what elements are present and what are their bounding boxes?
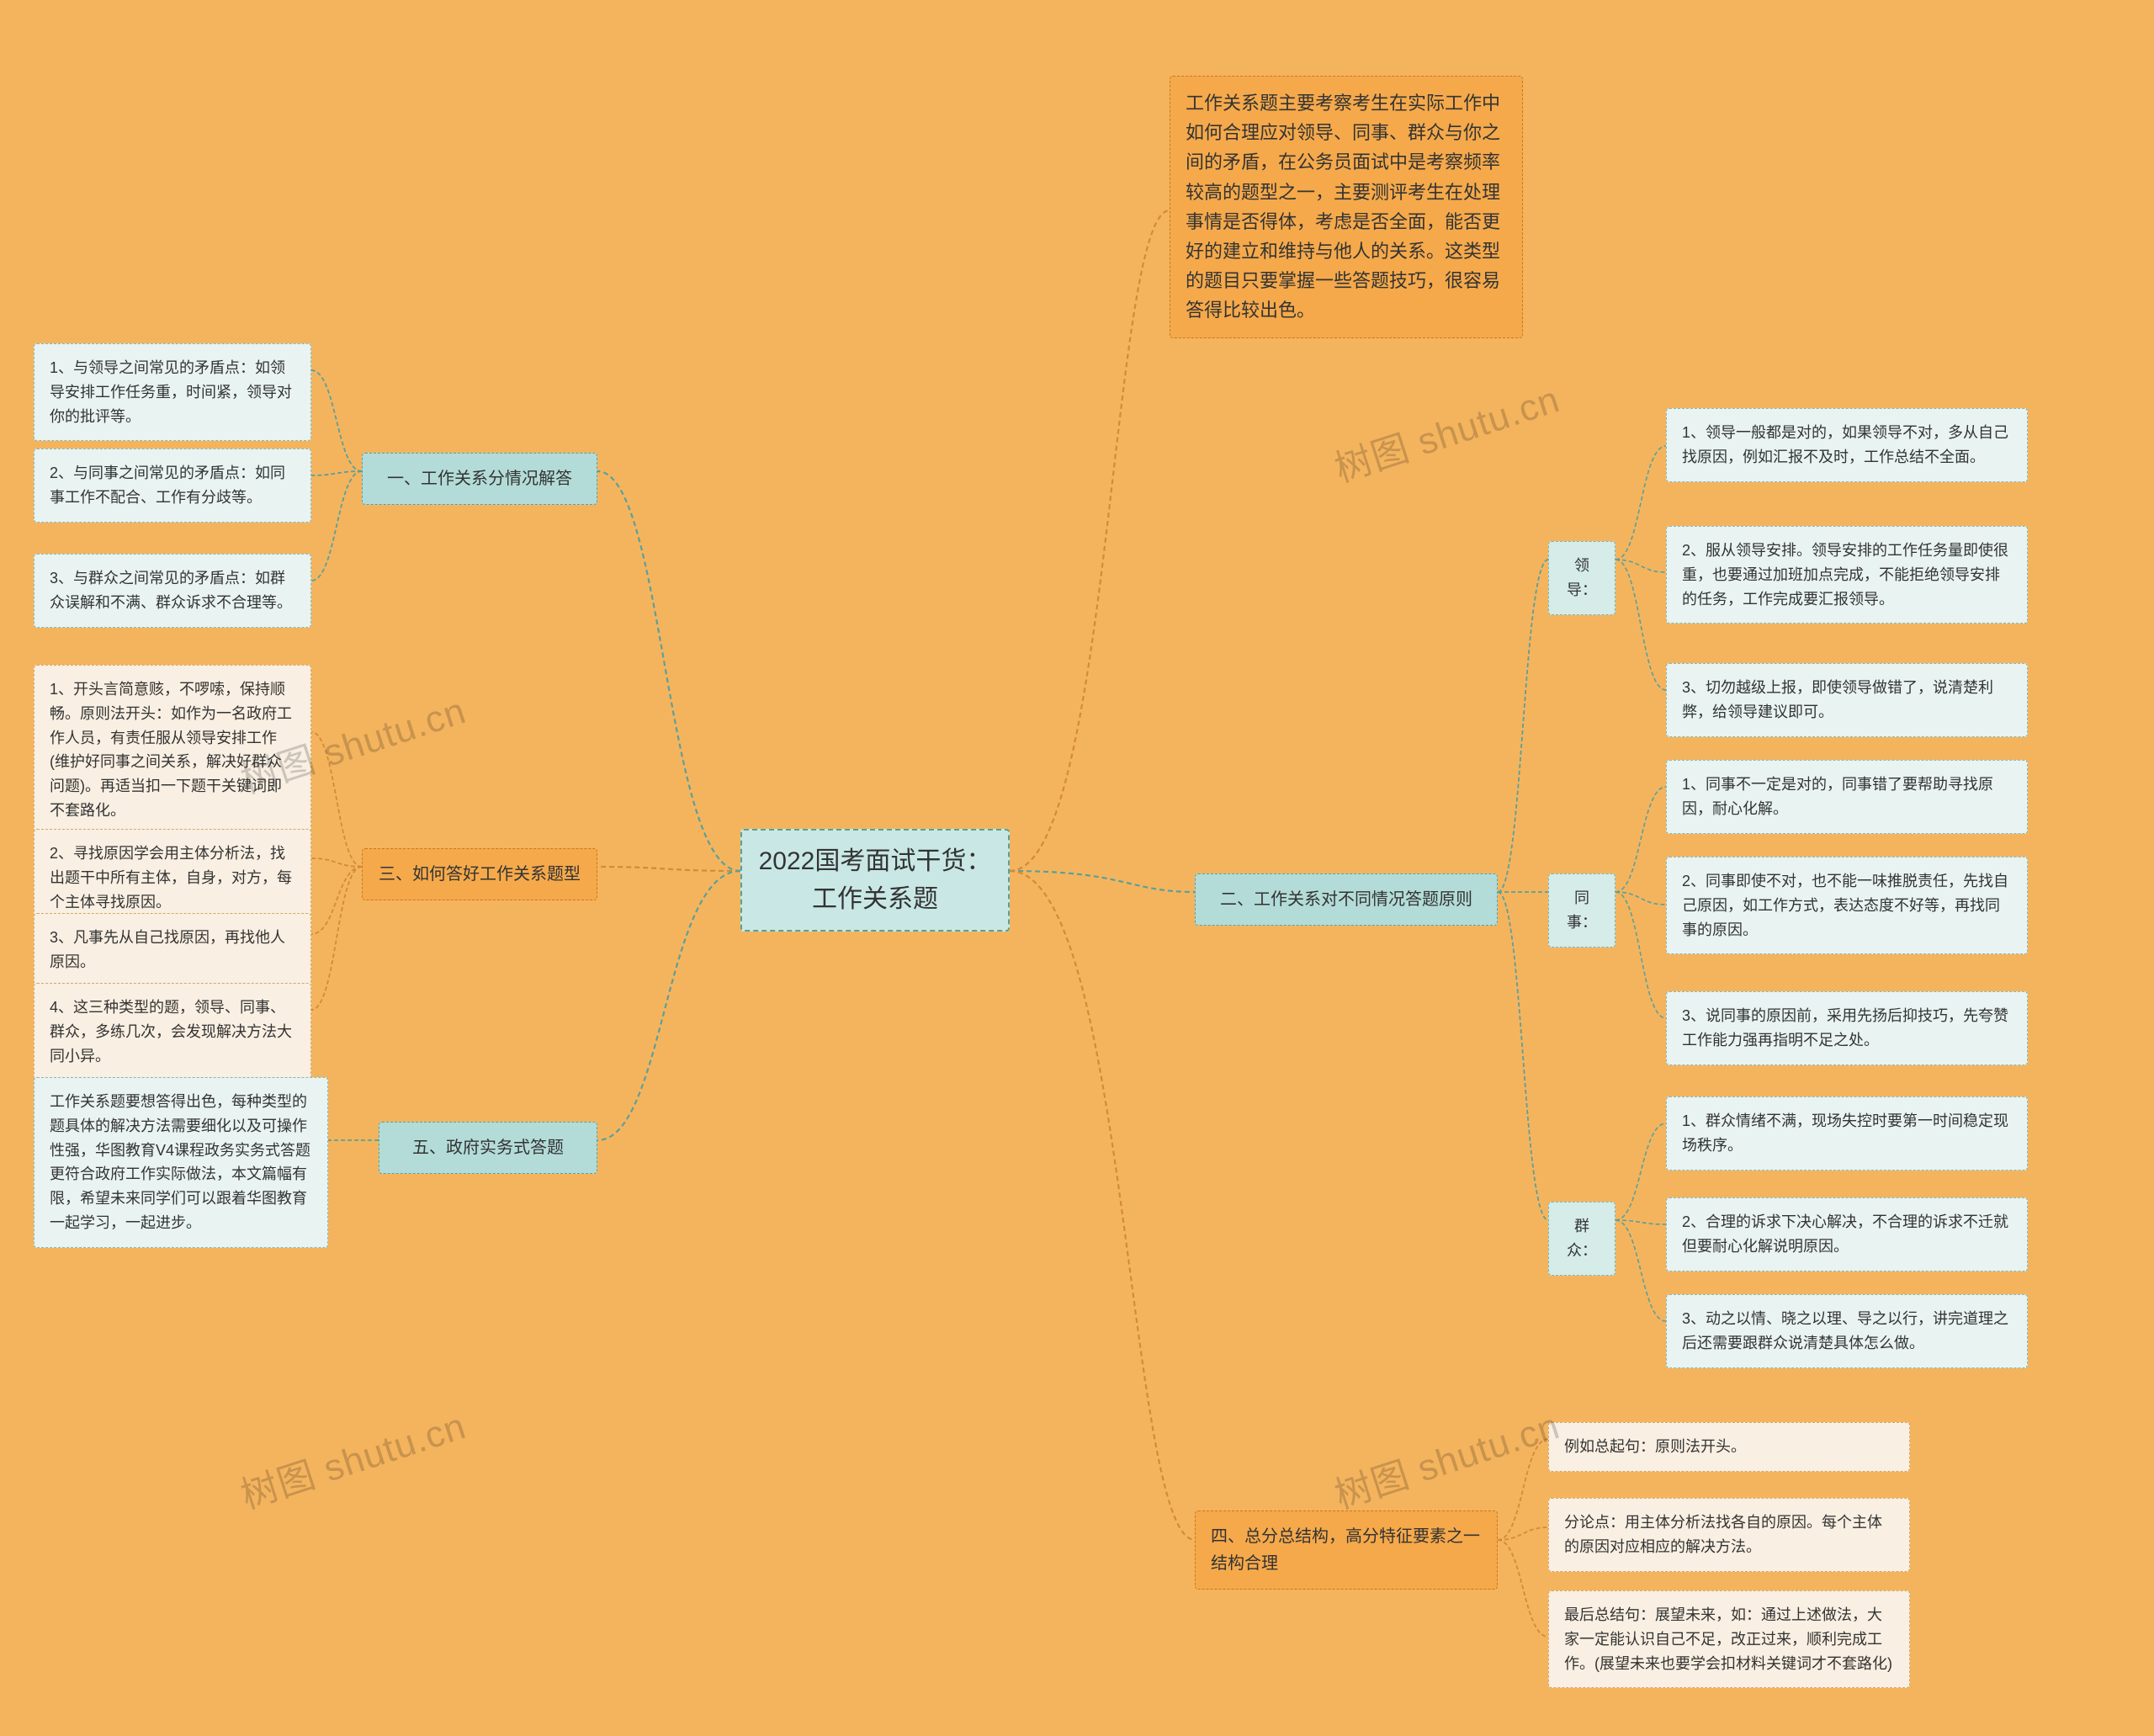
- branch-3: 三、如何答好工作关系题型: [362, 848, 597, 900]
- branch-2: 二、工作关系对不同情况答题原则: [1195, 873, 1498, 926]
- intro-box: 工作关系题主要考察考生在实际工作中如何合理应对领导、同事、群众与你之间的矛盾，在…: [1170, 76, 1523, 338]
- b2-colleague-1: 1、同事不一定是对的，同事错了要帮助寻找原因，耐心化解。: [1666, 760, 2028, 834]
- center-node: 2022国考面试干货：工作关系题: [740, 829, 1010, 932]
- b1-leaf-1: 1、与领导之间常见的矛盾点：如领导安排工作任务重，时间紧，领导对你的批评等。: [34, 343, 311, 441]
- b3-leaf-2: 2、寻找原因学会用主体分析法，找出题干中所有主体，自身，对方，每个主体寻找原因。: [34, 829, 311, 926]
- b5-leaf-1: 工作关系题要想答得出色，每种类型的题具体的解决方法需要细化以及可操作性强，华图教…: [34, 1077, 328, 1248]
- b2-leader-1: 1、领导一般都是对的，如果领导不对，多从自己找原因，例如汇报不及时，工作总结不全…: [1666, 408, 2028, 482]
- b3-leaf-4: 4、这三种类型的题，领导、同事、群众，多练几次，会发现解决方法大同小异。: [34, 983, 311, 1080]
- branch-4: 四、总分总结构，高分特征要素之一结构合理: [1195, 1510, 1498, 1590]
- b2-colleague-3: 3、说同事的原因前，采用先扬后抑技巧，先夸赞工作能力强再指明不足之处。: [1666, 991, 2028, 1065]
- watermark: 树图 shutu.cn: [1327, 1396, 1566, 1520]
- b2-leader-3: 3、切勿越级上报，即使领导做错了，说清楚利弊，给领导建议即可。: [1666, 663, 2028, 737]
- b2-group-mass: 群众：: [1548, 1202, 1616, 1276]
- b2-leader-2: 2、服从领导安排。领导安排的工作任务量即使很重，也要通过加班加点完成，不能拒绝领…: [1666, 526, 2028, 624]
- branch-5: 五、政府实务式答题: [379, 1122, 597, 1174]
- b2-group-colleague: 同事：: [1548, 873, 1616, 948]
- b3-leaf-1: 1、开头言简意赅，不啰嗦，保持顺畅。原则法开头：如作为一名政府工作人员，有责任服…: [34, 665, 311, 836]
- b2-mass-2: 2、合理的诉求下决心解决，不合理的诉求不迁就但要耐心化解说明原因。: [1666, 1197, 2028, 1271]
- b2-group-leader: 领导：: [1548, 541, 1616, 615]
- b4-leaf-2: 分论点：用主体分析法找各自的原因。每个主体的原因对应相应的解决方法。: [1548, 1498, 1910, 1572]
- b4-leaf-3: 最后总结句：展望未来，如：通过上述做法，大家一定能认识自己不足，改正过来，顺利完…: [1548, 1590, 1910, 1688]
- b2-colleague-2: 2、同事即使不对，也不能一味推脱责任，先找自己原因，如工作方式，表达态度不好等，…: [1666, 857, 2028, 954]
- branch-1: 一、工作关系分情况解答: [362, 453, 597, 505]
- b4-leaf-1: 例如总起句：原则法开头。: [1548, 1422, 1910, 1472]
- b2-mass-1: 1、群众情绪不满，现场失控时要第一时间稳定现场秩序。: [1666, 1096, 2028, 1171]
- b2-mass-3: 3、动之以情、晓之以理、导之以行，讲完道理之后还需要跟群众说清楚具体怎么做。: [1666, 1294, 2028, 1368]
- watermark: 树图 shutu.cn: [233, 1396, 472, 1520]
- b1-leaf-2: 2、与同事之间常见的矛盾点：如同事工作不配合、工作有分歧等。: [34, 449, 311, 523]
- b3-leaf-3: 3、凡事先从自己找原因，再找他人原因。: [34, 913, 311, 987]
- b1-leaf-3: 3、与群众之间常见的矛盾点：如群众误解和不满、群众诉求不合理等。: [34, 554, 311, 628]
- watermark: 树图 shutu.cn: [1327, 369, 1566, 493]
